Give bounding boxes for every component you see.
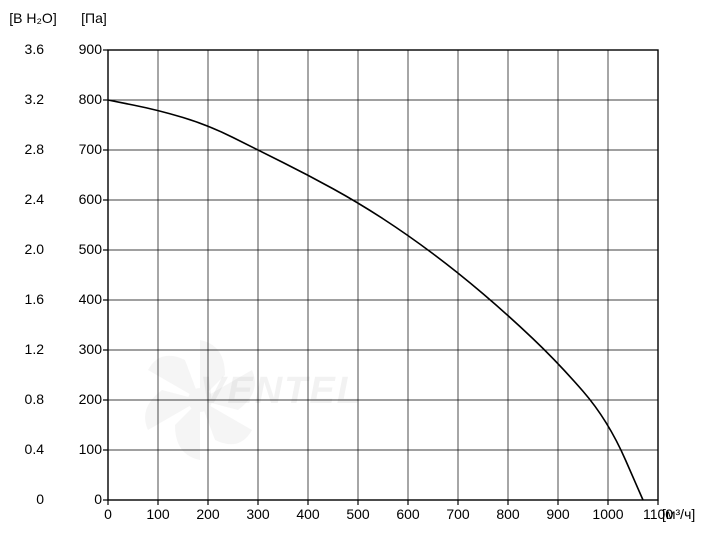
x-tick-label: 900 [546, 506, 569, 522]
y-primary-tick-label: 100 [68, 441, 102, 457]
x-tick-label: 100 [146, 506, 169, 522]
y-primary-tick-label: 900 [68, 41, 102, 57]
x-tick-label: 200 [196, 506, 219, 522]
y-primary-tick-label: 300 [68, 341, 102, 357]
y-primary-tick-label: 500 [68, 241, 102, 257]
x-tick-label: 700 [446, 506, 469, 522]
x-tick-label: 300 [246, 506, 269, 522]
chart-container: { "chart": { "type": "line", "plot_area"… [0, 0, 712, 541]
y-primary-tick-label: 800 [68, 91, 102, 107]
x-tick-label: 600 [396, 506, 419, 522]
y-secondary-tick-label: 3.2 [10, 91, 44, 107]
x-tick-label: 1000 [592, 506, 623, 522]
y-primary-tick-label: 400 [68, 291, 102, 307]
y-secondary-tick-label: 3.6 [10, 41, 44, 57]
y-secondary-tick-label: 2.8 [10, 141, 44, 157]
chart-svg [0, 0, 712, 541]
x-tick-label: 500 [346, 506, 369, 522]
x-tick-label: 400 [296, 506, 319, 522]
y-secondary-tick-label: 1.6 [10, 291, 44, 307]
y-secondary-tick-label: 0 [10, 491, 44, 507]
y-primary-tick-label: 200 [68, 391, 102, 407]
y-secondary-tick-label: 0.4 [10, 441, 44, 457]
y-secondary-tick-label: 0.8 [10, 391, 44, 407]
x-tick-label: 0 [104, 506, 112, 522]
x-tick-label: 800 [496, 506, 519, 522]
y-secondary-tick-label: 2.4 [10, 191, 44, 207]
y-primary-tick-label: 0 [68, 491, 102, 507]
y-primary-tick-label: 700 [68, 141, 102, 157]
y-primary-tick-label: 600 [68, 191, 102, 207]
x-tick-label: 1100 [643, 506, 673, 522]
y-secondary-tick-label: 2.0 [10, 241, 44, 257]
y-secondary-tick-label: 1.2 [10, 341, 44, 357]
